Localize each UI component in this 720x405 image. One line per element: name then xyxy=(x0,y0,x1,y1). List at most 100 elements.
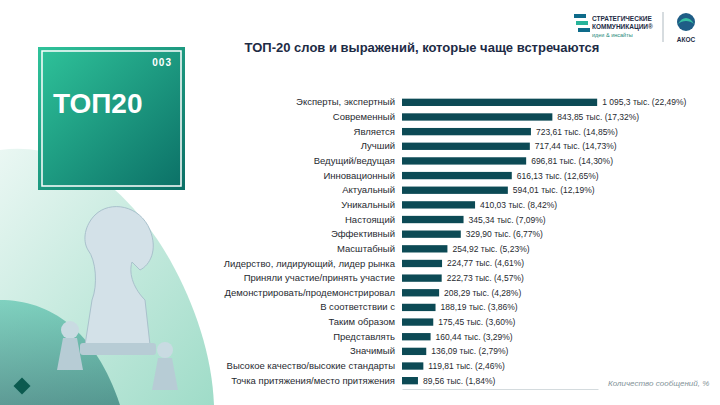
pawn-head xyxy=(61,321,79,339)
y-tick-label: Эксперты, экспертный xyxy=(296,96,395,107)
badge: 003 ТОП20 xyxy=(38,47,185,190)
data-label: 175,45 тыс. (3,60%) xyxy=(438,317,515,327)
data-label: 696,81 тыс. (14,30%) xyxy=(531,156,613,166)
y-tick: Инновационный xyxy=(324,170,403,181)
bar xyxy=(402,348,426,355)
y-tick: Лучший xyxy=(361,140,402,151)
bar xyxy=(402,377,418,384)
logo-slogan: идеи & инсайты xyxy=(592,32,633,38)
x-axis-title: Количество сообщений, % xyxy=(608,379,709,388)
knight xyxy=(85,207,153,345)
badge-panel xyxy=(38,47,185,190)
bar xyxy=(402,362,423,369)
y-tick: Является xyxy=(354,126,402,137)
y-tick-label: Значимый xyxy=(350,345,395,356)
data-label: 224,77 тыс. (4,61%) xyxy=(447,258,524,268)
logo-icon xyxy=(574,14,586,18)
data-label: 1 095,3 тыс. (22,49%) xyxy=(602,97,686,107)
partner-icon xyxy=(677,13,695,31)
bar xyxy=(402,216,464,223)
bar xyxy=(402,260,442,267)
data-labels: 1 095,3 тыс. (22,49%) 843,85 тыс. (17,32%… xyxy=(423,97,687,385)
y-tick: Приняли участие/принять участие xyxy=(244,272,402,283)
bar xyxy=(402,274,442,281)
y-tick: Высокое качество/высокие стандарты xyxy=(227,360,402,371)
logo-text: КОММУНИКАЦИИ® xyxy=(592,23,653,31)
y-tick-label: Масштабный xyxy=(337,243,395,254)
y-tick: Актуальный xyxy=(342,184,402,195)
badge-title: ТОП20 xyxy=(53,88,142,119)
y-tick: Лидерство, лидирующий, лидер рынка xyxy=(224,258,402,269)
bar xyxy=(402,128,531,135)
chart-root: 003 ТОП20 СТРАТЕГИЧЕСКИЕКОММУНИКАЦИИ®идеи … xyxy=(0,0,720,405)
logo-icon xyxy=(578,28,590,32)
y-tick-label: Точка притяжения/место притяжения xyxy=(231,375,395,386)
data-label: 345,34 тыс. (7,09%) xyxy=(469,215,546,225)
y-tick-label: Ведущий/ведущая xyxy=(314,155,395,166)
pawn-body xyxy=(57,338,83,370)
y-axis: Эксперты, экспертный Современный Является Л… xyxy=(224,96,402,385)
y-tick-label: Актуальный xyxy=(342,184,395,195)
data-label: 329,90 тыс. (6,77%) xyxy=(466,229,543,239)
pawn-body xyxy=(152,358,178,390)
bar xyxy=(402,113,552,120)
bar xyxy=(402,201,475,208)
bar xyxy=(402,157,526,164)
data-label: 723,61 тыс. (14,85%) xyxy=(536,127,618,137)
data-label: 160,44 тыс. (3,29%) xyxy=(436,332,513,342)
y-tick: Эксперты, экспертный xyxy=(296,96,402,107)
y-tick-label: Таким образом xyxy=(328,316,395,327)
data-label: 410,03 тыс. (8,42%) xyxy=(480,200,557,210)
chart-title: ТОП-20 слов и выражений, которые чаще вс… xyxy=(245,40,600,55)
y-tick-label: В соответствии с xyxy=(320,301,395,312)
y-tick: Эффективный xyxy=(331,228,402,239)
y-tick: Современный xyxy=(333,111,402,122)
y-tick: Настоящий xyxy=(345,214,402,225)
y-tick-label: Эффективный xyxy=(331,228,395,239)
bar xyxy=(402,143,530,150)
data-label: 616,13 тыс. (12,65%) xyxy=(517,171,599,181)
data-label: 89,56 тыс. (1,84%) xyxy=(423,376,496,386)
logo-separator xyxy=(663,12,664,42)
data-label: 843,85 тыс. (17,32%) xyxy=(557,112,639,122)
data-label: 717,44 тыс. (14,73%) xyxy=(535,141,617,151)
y-tick-label: Представлять xyxy=(333,331,395,342)
partner-icon-leaf xyxy=(678,18,694,24)
data-label: 119,81 тыс. (2,46%) xyxy=(428,361,505,371)
bar xyxy=(402,231,461,238)
badge-frame xyxy=(42,51,181,186)
y-tick-label: Лучший xyxy=(361,140,395,151)
y-tick-label: Уникальный xyxy=(341,199,395,210)
y-tick: Значимый xyxy=(350,345,402,356)
x-axis-line xyxy=(403,389,599,390)
bar xyxy=(402,289,439,296)
bar xyxy=(402,333,431,340)
y-tick: Демонстрировать/продемонстрировал xyxy=(225,287,402,298)
bar xyxy=(402,304,436,311)
bar xyxy=(402,245,447,252)
y-tick-label: Приняли участие/принять участие xyxy=(244,272,395,283)
badge-number: 003 xyxy=(152,57,172,68)
data-label: 208,29 тыс. (4,28%) xyxy=(444,288,521,298)
knight-base xyxy=(80,343,156,355)
y-tick-label: Демонстрировать/продемонстрировал xyxy=(225,287,395,298)
partner-text: АКОС xyxy=(677,36,696,43)
y-tick-label: Современный xyxy=(333,111,395,122)
y-tick: Уникальный xyxy=(341,199,402,210)
diamond xyxy=(14,378,31,395)
logos: СТРАТЕГИЧЕСКИЕКОММУНИКАЦИИ®идеи & инсайт… xyxy=(574,12,696,43)
bar xyxy=(402,99,597,106)
y-tick: Точка притяжения/место притяжения xyxy=(231,375,402,386)
bar xyxy=(402,318,433,325)
y-tick-label: Является xyxy=(354,126,395,137)
data-label: 594,01 тыс. (12,19%) xyxy=(513,185,595,195)
data-label: 222,73 тыс. (4,57%) xyxy=(447,273,524,283)
y-tick: Представлять xyxy=(333,331,402,342)
data-label: 254,92 тыс. (5,23%) xyxy=(452,244,529,254)
bar xyxy=(402,187,508,194)
pawn-head xyxy=(157,342,173,358)
y-tick-label: Инновационный xyxy=(324,170,396,181)
logo-icon xyxy=(576,21,588,25)
data-label: 188,19 тыс. (3,86%) xyxy=(441,302,518,312)
y-tick-label: Высокое качество/высокие стандарты xyxy=(227,360,396,371)
